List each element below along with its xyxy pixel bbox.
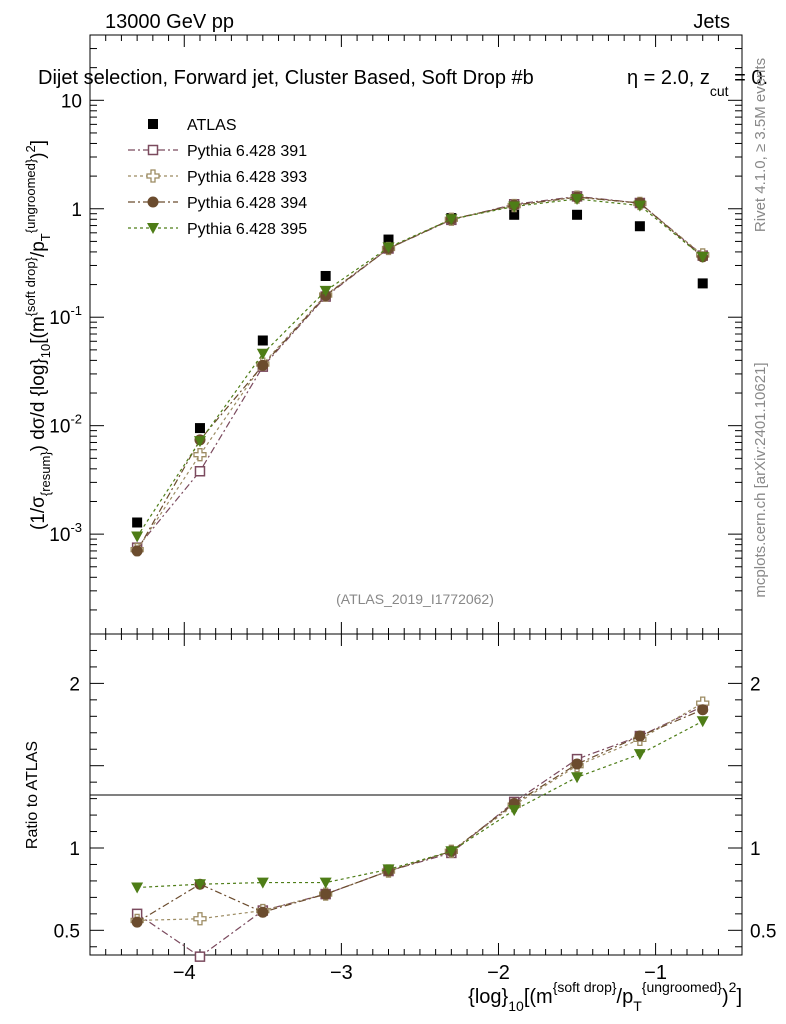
series-4-point [256, 348, 269, 360]
legend-marker [147, 144, 159, 156]
series-3-ratio-point [131, 916, 143, 928]
series-4-point [193, 436, 206, 448]
main-series-group [130, 190, 710, 557]
plot-title: Dijet selection, Forward jet, Cluster Ba… [38, 67, 534, 89]
series-2-point [193, 448, 207, 462]
mcplots-label: mcplots.cern.ch [arXiv:2401.10621] [752, 362, 769, 597]
series-3-ratio-point [571, 758, 583, 770]
rivet-label: Rivet 4.1.0, ≥ 3.5M events [752, 58, 769, 232]
series-4-line [136, 198, 704, 537]
series-1-ratio-line [136, 705, 703, 958]
y-tick-label: 10 [61, 91, 82, 112]
y-tick-label: 10-1 [49, 303, 82, 329]
legend-marker [147, 196, 159, 208]
series-4-ratio-point [571, 772, 584, 784]
series-3-ratio-point [634, 730, 646, 742]
series-3-ratio-point [697, 704, 709, 716]
series-2-ratio-line [137, 702, 704, 922]
energy-label: 13000 GeV pp [105, 11, 234, 33]
legend-label: ATLAS [187, 117, 237, 134]
series-2-line [136, 196, 704, 550]
series-1-line [136, 195, 704, 549]
x-tick-label: −3 [330, 962, 353, 984]
series-4-point [319, 285, 332, 297]
y-tick-label: 10-3 [49, 520, 82, 546]
series-0-point [572, 209, 583, 220]
legend-marker [148, 119, 158, 129]
analysis-id: (ATLAS_2019_I1772062) [336, 591, 494, 607]
ratio-y-tick-label: 0.5 [750, 921, 776, 942]
series-4-ratio-point [445, 846, 458, 858]
series-1-ratio-point [194, 951, 206, 962]
legend-label: Pythia 6.428 393 [187, 169, 307, 186]
ratio-y-tick-label: 2 [69, 674, 80, 695]
series-4-ratio-point [382, 864, 395, 876]
series-4-point [445, 214, 458, 226]
y-tick-label: 1 [71, 200, 82, 221]
series-4-ratio-point [696, 716, 709, 728]
series-4-point [633, 200, 646, 212]
series-4-ratio-point [633, 749, 646, 761]
ratio-y-tick-label: 1 [750, 839, 761, 860]
series-0-point [194, 423, 205, 434]
series-3-point [257, 359, 269, 371]
series-4-point [131, 531, 144, 543]
x-axis-label: {log}10[(m{soft drop}/pT{ungroomed})2] [468, 979, 742, 1014]
series-4-point [382, 242, 395, 254]
series-4-ratio-point [508, 805, 521, 817]
legend-label: Pythia 6.428 394 [187, 195, 307, 212]
ratio-y-tick-label: 0.5 [54, 921, 80, 942]
series-3-ratio-point [320, 888, 332, 900]
series-4-ratio-point [193, 879, 206, 891]
series-0-point [697, 278, 708, 289]
ratio-y-axis-label: Ratio to ATLAS [24, 741, 41, 849]
ratio-series-group [130, 696, 710, 962]
series-2-ratio-point [193, 912, 207, 926]
legend: ATLAS Pythia 6.428 391 Pythia 6.428 393 Pyt… [128, 117, 307, 238]
series-0-point [634, 221, 645, 232]
series-0-point [132, 517, 143, 528]
series-3-ratio-point [257, 906, 269, 918]
x-tick-label: −1 [644, 962, 667, 984]
ratio-y-tick-label: 2 [750, 674, 761, 695]
category-label: Jets [693, 11, 730, 33]
series-0-point [383, 234, 394, 245]
series-4-point [696, 251, 709, 263]
main-y-axis-label: (1/σ{resum}) dσ/d {log}10[(m{soft drop}/… [23, 140, 53, 530]
series-0-point [509, 209, 520, 220]
ratio-y-tick-label: 1 [69, 839, 80, 860]
series-3-ratio-line [136, 709, 703, 923]
y-tick-label: 10-2 [49, 412, 82, 438]
series-4-point [571, 194, 584, 206]
series-4-point [508, 201, 521, 213]
series-0-point [257, 335, 268, 346]
legend-label: Pythia 6.428 391 [187, 143, 307, 160]
axis-ticks: −4 −3 −2 −1 10-3 10-2 10-1 1 10 0.5 0.5 1 1 2 2 [49, 34, 776, 984]
legend-marker [146, 169, 160, 183]
x-tick-label: −2 [487, 962, 510, 984]
x-tick-label: −4 [173, 962, 196, 984]
legend-marker [147, 223, 159, 234]
series-4-ratio-point [131, 882, 144, 894]
series-3-point [131, 545, 143, 557]
series-4-ratio-point [319, 877, 332, 889]
legend-label: Pythia 6.428 395 [187, 221, 307, 238]
series-0-point [320, 270, 331, 281]
series-1-point [194, 465, 206, 477]
series-3-line [136, 196, 704, 552]
series-4-ratio-point [256, 877, 269, 889]
plot-title-cut: η = 2.0, zcut = 0. [627, 67, 768, 99]
